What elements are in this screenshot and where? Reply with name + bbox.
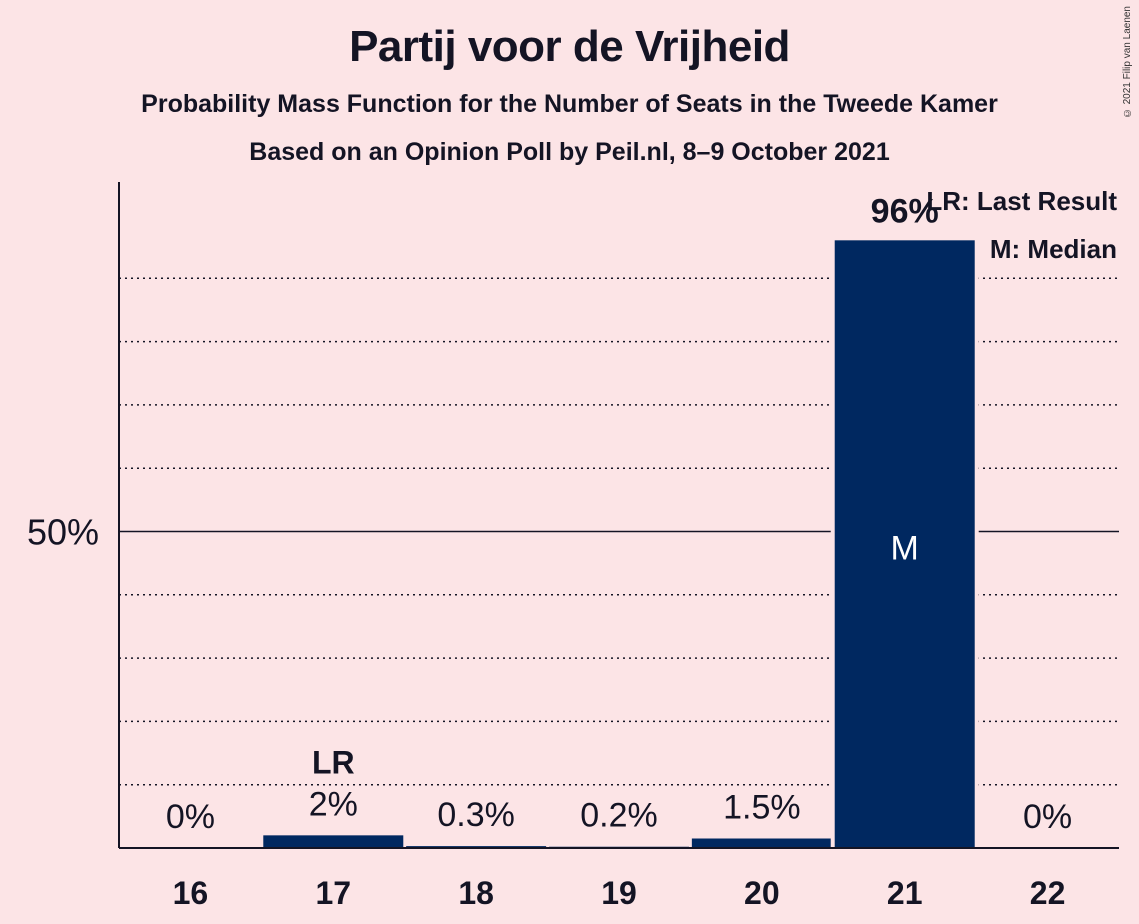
value-label: 0.2% xyxy=(580,797,658,835)
value-label: 0.3% xyxy=(437,796,515,834)
x-tick-label: 22 xyxy=(1030,875,1066,911)
x-tick-label: 17 xyxy=(315,875,351,911)
x-tick-label: 21 xyxy=(887,875,923,911)
x-tick-label: 20 xyxy=(744,875,780,911)
bar-seat-20 xyxy=(691,838,832,848)
value-label: 96% xyxy=(871,192,939,230)
median-marker: M xyxy=(891,530,919,568)
legend-median: M: Median xyxy=(990,234,1117,264)
x-tick-label: 16 xyxy=(173,875,209,911)
bar-seat-17 xyxy=(263,835,404,848)
bar-seat-21 xyxy=(834,240,975,848)
labels: 0% 16 2% 17 LR 0.3% 18 0.2% 19 1.5% 20 96% 21 M 0% 22 50… xyxy=(27,186,1117,911)
x-tick-label: 19 xyxy=(601,875,637,911)
y-tick-label: 50% xyxy=(27,512,99,553)
chart-source: Based on an Opinion Poll by Peil.nl, 8–9… xyxy=(249,138,890,166)
chart-title: Partij voor de Vrijheid xyxy=(349,22,790,71)
value-label: 0% xyxy=(166,798,215,836)
value-label: 2% xyxy=(309,785,358,823)
bars xyxy=(263,240,979,848)
x-tick-label: 18 xyxy=(458,875,494,911)
axes xyxy=(118,182,1119,849)
value-label: 1.5% xyxy=(723,789,801,827)
last-result-marker: LR xyxy=(312,744,355,780)
legend-last-result: LR: Last Result xyxy=(926,186,1117,216)
value-label: 0% xyxy=(1023,798,1072,836)
chart-subtitle: Probability Mass Function for the Number… xyxy=(141,90,998,118)
